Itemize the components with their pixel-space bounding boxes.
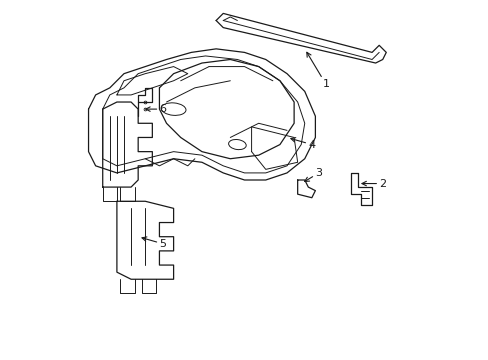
Text: 1: 1 (306, 52, 329, 89)
Text: 6: 6 (145, 104, 166, 114)
Text: 5: 5 (142, 237, 166, 249)
Text: 2: 2 (361, 179, 386, 189)
Text: 4: 4 (290, 138, 315, 149)
Text: 3: 3 (304, 168, 322, 181)
